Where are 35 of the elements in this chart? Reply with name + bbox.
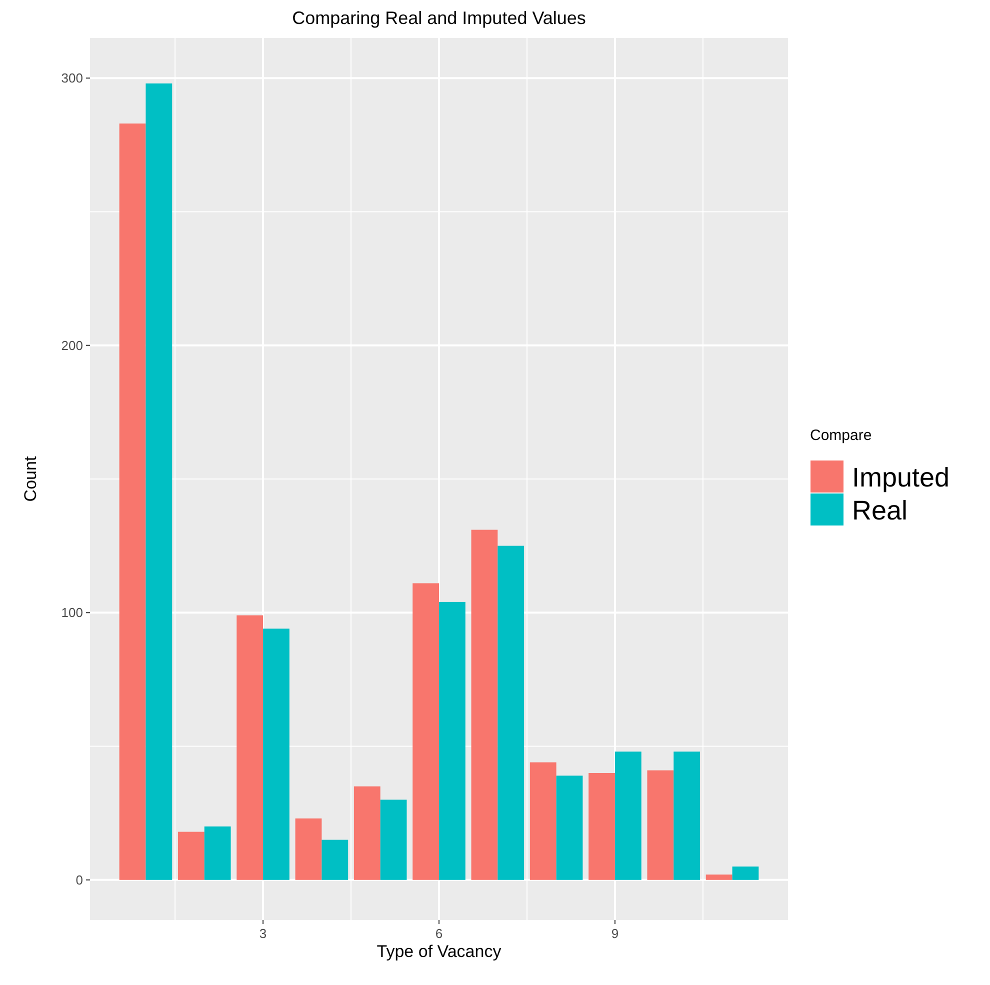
bar	[498, 546, 524, 880]
bar	[647, 770, 674, 880]
bar	[236, 615, 264, 880]
y-axis-title: Count	[21, 456, 40, 502]
legend-label: Real	[852, 495, 908, 526]
bar	[146, 83, 172, 880]
y-tick-label: 200	[61, 338, 83, 353]
bar	[263, 628, 290, 880]
bar	[674, 752, 700, 880]
bar	[295, 818, 322, 880]
legend-label: Imputed	[852, 462, 950, 492]
x-tick-label: 9	[611, 926, 619, 941]
bar	[204, 826, 231, 880]
x-tick-label: 6	[435, 926, 443, 941]
legend-title: Compare	[810, 427, 872, 444]
bar	[588, 773, 615, 880]
y-tick-label: 0	[76, 872, 83, 888]
bar	[322, 840, 348, 880]
bar	[471, 530, 498, 880]
bar	[706, 874, 732, 880]
bar	[732, 866, 759, 880]
bar	[614, 752, 642, 880]
bar	[412, 583, 439, 880]
bar	[354, 786, 380, 880]
bar	[530, 762, 556, 880]
y-tick-label: 100	[61, 605, 83, 620]
bar	[119, 124, 146, 880]
bar	[380, 800, 407, 880]
y-tick-label: 300	[61, 70, 83, 86]
chart-title: Comparing Real and Imputed Values	[292, 8, 586, 28]
x-tick-label: 3	[259, 926, 267, 941]
bar	[556, 776, 583, 880]
bar	[178, 832, 204, 880]
bar	[439, 602, 466, 880]
x-axis-title: Type of Vacancy	[376, 942, 502, 961]
